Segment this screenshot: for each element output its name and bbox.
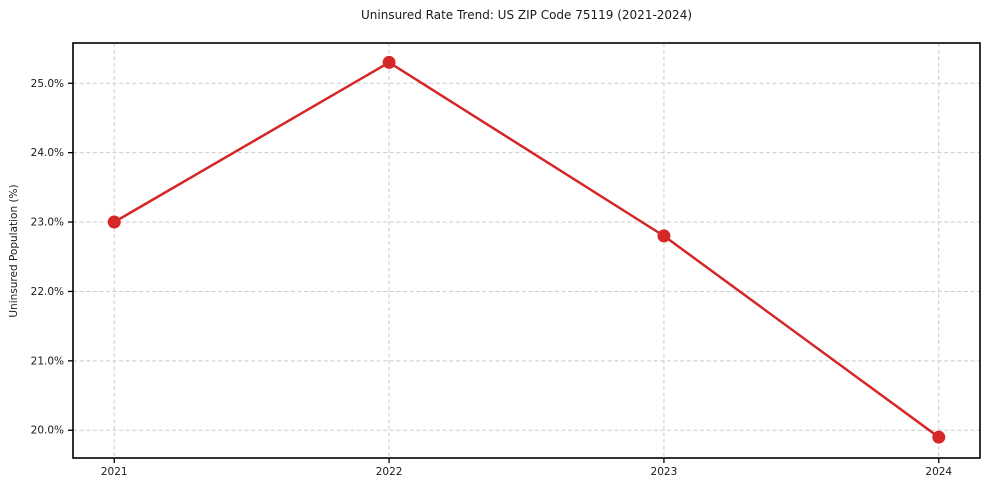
x-tick-label: 2024 bbox=[925, 466, 952, 478]
plot-border bbox=[72, 42, 981, 459]
data-point-marker bbox=[932, 430, 946, 444]
chart-title: Uninsured Rate Trend: US ZIP Code 75119 … bbox=[360, 8, 693, 22]
data-point-marker bbox=[107, 215, 121, 229]
y-tick-label: 23.0% bbox=[31, 217, 64, 229]
x-tick-label: 2023 bbox=[651, 466, 678, 478]
data-point-marker bbox=[657, 229, 671, 243]
plot-area bbox=[73, 43, 980, 458]
y-tick-label: 24.0% bbox=[31, 147, 64, 159]
y-tick-label: 22.0% bbox=[31, 286, 64, 298]
x-tick-label: 2022 bbox=[376, 466, 403, 478]
y-tick-label: 21.0% bbox=[31, 355, 64, 367]
data-point-marker bbox=[382, 55, 396, 69]
y-tick-label: 20.0% bbox=[31, 425, 64, 437]
trend-line bbox=[112, 61, 941, 439]
x-tick-label: 2021 bbox=[101, 466, 128, 478]
y-tick-label: 25.0% bbox=[31, 78, 64, 90]
